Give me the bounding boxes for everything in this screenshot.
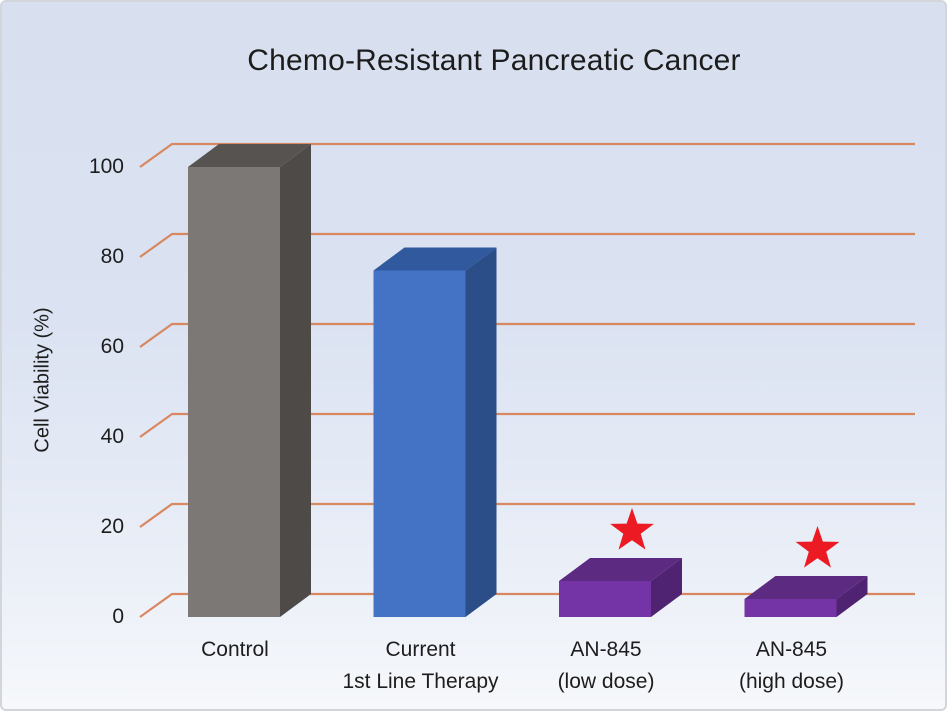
- bar-side-face-control: [280, 144, 311, 617]
- category-name: AN-845: [755, 638, 828, 661]
- significance-star-icon-an-845-high-dose: [795, 526, 840, 568]
- x-category-label-an845-high: AN-845 (high dose): [672, 634, 912, 697]
- category-subtitle: (low dose): [557, 669, 655, 693]
- bar-side-face-current-1st-line-therapy: [465, 247, 497, 617]
- bar-top-face-control: [188, 144, 311, 167]
- bar-front-face-current-1st-line-therapy: [373, 270, 466, 617]
- chart-title: Chemo-Resistant Pancreatic Cancer: [247, 44, 741, 77]
- y-tick-label-100: 100: [88, 155, 124, 178]
- significance-star-icon-an-845-low-dose: [610, 508, 654, 550]
- bar-side-face-an-845-high-dose: [836, 576, 868, 617]
- y-tick-label-0: 0: [112, 605, 124, 628]
- y-tick-label-80: 80: [100, 245, 124, 268]
- bar-front-face-control: [188, 167, 280, 617]
- bar-side-face-an-845-low-dose: [651, 558, 682, 617]
- gridline-20: [139, 502, 915, 528]
- bar-front-face-an-845-low-dose: [559, 581, 651, 617]
- bar-top-face-an-845-high-dose: [744, 576, 868, 599]
- bar-top-face-current-1st-line-therapy: [373, 247, 497, 271]
- category-name: Control: [201, 638, 269, 661]
- category-name: AN-845: [570, 638, 642, 661]
- y-tick-label-40: 40: [100, 425, 124, 448]
- x-category-label-control: Control: [115, 634, 355, 666]
- x-category-label-current-therapy: Current 1st Line Therapy: [301, 634, 541, 697]
- gridline-60: [139, 322, 915, 348]
- category-subtitle: 1st Line Therapy: [342, 669, 499, 693]
- y-tick-label-60: 60: [100, 335, 124, 358]
- gridline-100: [139, 142, 915, 168]
- bar-front-face-an-845-high-dose: [744, 599, 837, 617]
- category-name: Current: [385, 638, 456, 661]
- gridline-40: [139, 412, 915, 438]
- x-category-label-an845-low: AN-845 (low dose): [486, 634, 726, 697]
- gridline-80: [139, 232, 915, 258]
- y-tick-label-20: 20: [100, 515, 124, 538]
- category-subtitle: (high dose): [738, 669, 845, 693]
- bar-top-face-an-845-low-dose: [559, 558, 682, 581]
